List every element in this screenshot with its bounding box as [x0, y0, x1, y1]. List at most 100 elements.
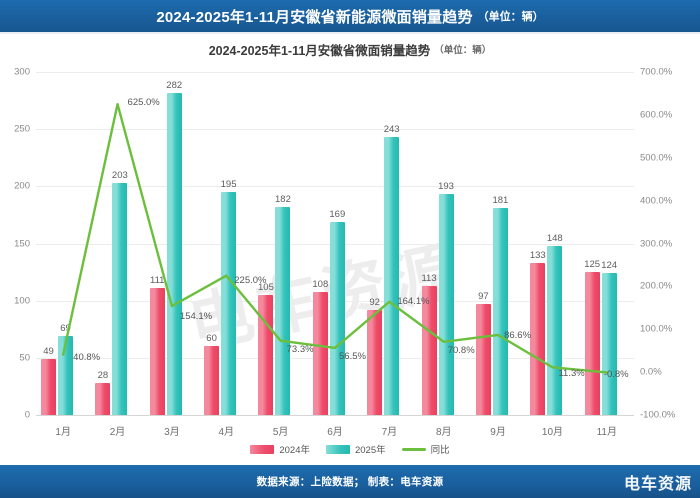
bar-group[interactable]: 105 182	[253, 72, 307, 415]
bar-value-label: 181	[492, 195, 509, 207]
yoy-value-label: 40.8%	[73, 351, 101, 363]
x-axis-label: 10月	[541, 427, 564, 438]
right-axis-tick-label: 700.0%	[640, 66, 673, 78]
x-axis-label: 5月	[272, 427, 289, 438]
bar-2024年[interactable]	[367, 309, 383, 415]
bar-group[interactable]: 60 195	[199, 72, 253, 415]
legend-label: 2024年	[279, 445, 310, 456]
bar-value-label: 28	[97, 370, 109, 381]
bar-2025年[interactable]	[329, 221, 345, 415]
yoy-value-label: 70.8%	[447, 344, 475, 356]
bar-value-label: 113	[421, 272, 437, 284]
bar-value-label: 60	[206, 333, 217, 345]
left-axis-tick-label: 300	[14, 66, 30, 78]
bar-value-label: 133	[529, 249, 546, 261]
legend-item[interactable]: 2024年	[250, 442, 310, 456]
chart-title: 2024-2025年1-11月安徽省微面销量趋势	[208, 43, 431, 58]
x-axis-label: 4月	[218, 427, 235, 438]
bar-group[interactable]: 113 193	[417, 72, 471, 415]
plot-region: 电车资源 49692820311128260195105182108169922…	[14, 67, 675, 421]
x-axis-label: 11月	[596, 427, 618, 438]
bar-2024年[interactable]	[475, 304, 491, 415]
bar-value-label: 69	[60, 323, 71, 335]
x-axis-labels: 1月 2月 3月 4月 5月 6月 7月 8月 9月 10月 11月	[36, 419, 634, 439]
right-axis-tick-label: 400.0%	[640, 195, 673, 207]
yoy-value-label: 73.3%	[286, 343, 314, 355]
bar-2024年[interactable]	[149, 288, 165, 415]
bar-value-label: 108	[312, 278, 329, 290]
x-axis-label: 9月	[490, 427, 506, 438]
bar-2025年[interactable]	[438, 194, 454, 415]
bar-2025年[interactable]	[275, 206, 291, 415]
right-axis-tick-label: 100.0%	[640, 323, 673, 335]
legend-swatch	[401, 447, 426, 451]
chart-legend: 2024年 2025年 同比	[0, 440, 700, 458]
bar-2025年[interactable]	[547, 245, 563, 415]
bar-2024年[interactable]	[312, 291, 328, 415]
bar-group[interactable]: 97 181	[471, 72, 525, 415]
bar-2024年[interactable]	[41, 358, 56, 415]
bar-2025年[interactable]	[384, 137, 400, 415]
left-axis-tick-label: 200	[14, 180, 30, 192]
x-axis-label: 3月	[164, 427, 180, 438]
yoy-value-label: 164.1%	[397, 295, 430, 307]
bar-value-label: 97	[478, 291, 489, 303]
right-axis-tick-label: 200.0%	[640, 280, 673, 292]
bar-2024年[interactable]	[95, 383, 111, 415]
bar-group[interactable]: 28 203	[90, 72, 144, 415]
bar-group[interactable]: 49 69	[36, 72, 90, 415]
bar-value-label: 49	[43, 345, 54, 357]
gridline	[36, 415, 634, 416]
bar-2025年[interactable]	[166, 92, 182, 415]
header-banner: 2024-2025年1-11月安徽省新能源微面销量趋势 （单位：辆）	[0, 0, 700, 34]
bar-value-label: 92	[369, 296, 380, 308]
yoy-value-label: -0.8%	[603, 369, 629, 381]
bar-value-label: 203	[111, 169, 128, 181]
legend-swatch	[250, 444, 275, 454]
bar-group[interactable]: 125 124	[580, 72, 634, 415]
x-axis-label: 7月	[381, 427, 398, 438]
legend-swatch	[325, 444, 350, 454]
yoy-value-label: 154.1%	[179, 311, 213, 323]
bar-group[interactable]: 108 169	[308, 72, 362, 415]
legend-item[interactable]: 同比	[401, 442, 450, 456]
yoy-value-label: 56.5%	[339, 350, 366, 362]
chart-subtitle-row: 2024-2025年1-11月安徽省微面销量趋势 （单位：辆）	[0, 38, 700, 60]
yoy-value-label: 225.0%	[234, 274, 267, 286]
brand-logo: 电车资源	[623, 475, 692, 493]
yoy-value-label: 625.0%	[127, 97, 160, 109]
bar-value-label: 195	[220, 179, 237, 191]
chart-area: 电车资源 49692820311128260195105182108169922…	[0, 62, 700, 465]
chart-title-unit: （单位：辆）	[434, 45, 492, 56]
bar-2025年[interactable]	[221, 192, 237, 415]
bar-value-label: 243	[383, 124, 400, 136]
bar-group[interactable]: 111 282	[145, 72, 199, 415]
x-axis-label: 8月	[435, 427, 452, 438]
bar-2025年[interactable]	[112, 182, 128, 415]
right-axis-tick-label: 600.0%	[640, 109, 673, 121]
bar-2025年[interactable]	[601, 273, 617, 415]
bar-value-label: 193	[438, 181, 454, 193]
bar-2024年[interactable]	[530, 262, 546, 415]
bar-value-label: 169	[329, 208, 346, 220]
right-axis-tick-label: 500.0%	[640, 152, 673, 164]
bar-group[interactable]: 133 148	[525, 72, 579, 415]
bar-2025年[interactable]	[492, 208, 508, 415]
x-axis-label: 1月	[55, 427, 71, 438]
legend-item[interactable]: 2025年	[325, 442, 386, 456]
bar-groups: 49 69 28 203 111 282 60 195 105 182 108 169 92 243 113…	[36, 72, 634, 415]
x-axis-label: 2月	[109, 427, 126, 438]
yoy-value-label: 11.3%	[558, 368, 585, 380]
banner-title: 2024-2025年1-11月安徽省新能源微面销量趋势	[156, 8, 473, 26]
bar-2025年[interactable]	[58, 336, 73, 415]
bar-2024年[interactable]	[204, 346, 220, 415]
bar-group[interactable]: 92 243	[362, 72, 416, 415]
bar-value-label: 182	[275, 193, 291, 205]
bar-value-label: 148	[546, 232, 563, 244]
left-axis-tick-label: 250	[14, 123, 30, 135]
legend-label: 2025年	[354, 445, 386, 456]
bar-2024年[interactable]	[584, 272, 600, 415]
bar-2024年[interactable]	[258, 294, 274, 415]
legend-label: 同比	[430, 445, 450, 456]
